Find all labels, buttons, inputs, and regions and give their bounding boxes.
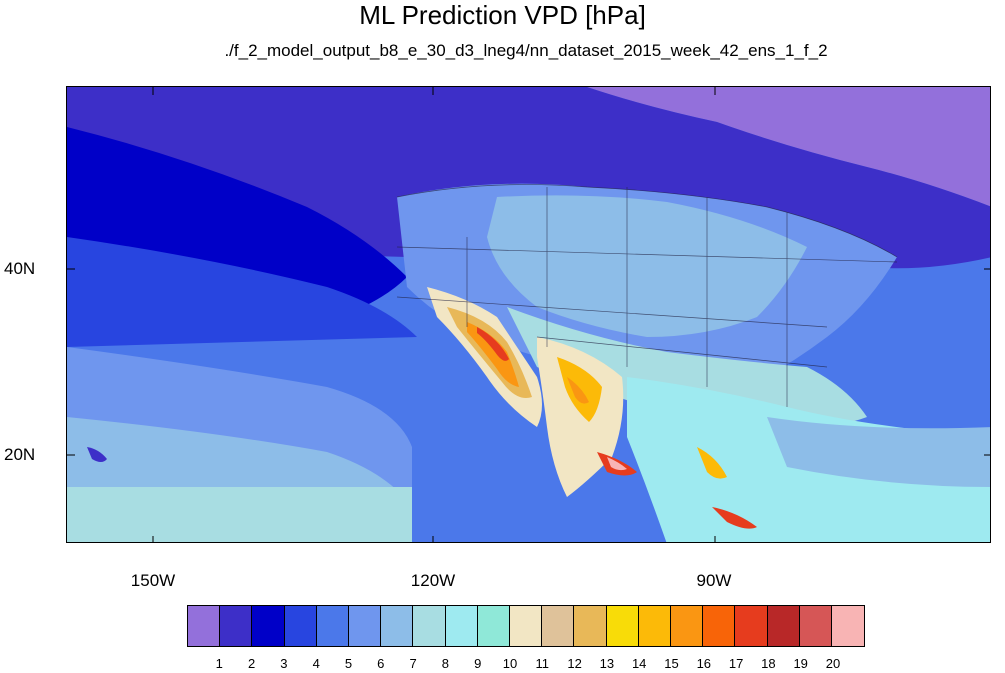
colorbar-tick-label: 2	[247, 656, 256, 671]
colorbar-tick-label: 16	[696, 656, 712, 671]
colorbar-tick-label: 9	[474, 656, 482, 671]
colorbar-swatch	[832, 606, 865, 646]
colorbar-swatch	[381, 606, 414, 646]
colorbar-tick-label: 15	[664, 656, 679, 671]
colorbar-swatch	[638, 606, 672, 646]
colorbar-tick-label: 6	[377, 656, 385, 671]
colorbar-swatch	[703, 606, 736, 646]
lat-label-40n: 40N	[4, 259, 36, 278]
colorbar-tick-label: 12	[567, 656, 582, 671]
colorbar-swatch	[767, 606, 800, 646]
colorbar-swatch	[477, 606, 511, 646]
colorbar-tick-label: 19	[793, 656, 808, 671]
colorbar-swatch	[349, 606, 382, 646]
colorbar	[187, 605, 866, 647]
lon-label-90w: 90W	[696, 571, 732, 590]
colorbar-swatch	[735, 606, 768, 646]
lat-label-20n: 20N	[4, 445, 36, 464]
lon-label-150w: 150W	[130, 571, 176, 590]
colorbar-tick-label: 8	[441, 656, 449, 671]
colorbar-tick-label: 3	[280, 656, 288, 671]
colorbar-swatch	[252, 606, 285, 646]
colorbar-swatch	[284, 606, 317, 646]
map-title: ML Prediction VPD [hPa]	[359, 0, 646, 30]
colorbar-swatch	[413, 606, 446, 646]
vpd-field	[67, 87, 990, 542]
colorbar-swatch	[220, 606, 253, 646]
colorbar-tick-label: 18	[761, 656, 776, 671]
colorbar-swatch	[574, 606, 607, 646]
vpd-map	[66, 86, 991, 543]
colorbar-swatch	[445, 606, 478, 646]
colorbar-labels: 1 2 3 4 5 6 7 8 9 10 11 12 13 14 15 16 17 18 19 20	[0, 657, 1005, 673]
colorbar-tick-label: 5	[344, 656, 353, 671]
colorbar-tick-label: 10	[502, 656, 518, 671]
lon-label-120w: 120W	[410, 571, 456, 590]
colorbar-tick-label: 1	[215, 656, 223, 671]
map-subtitle: ./f_2_model_output_b8_e_30_d3_lneg4/nn_d…	[224, 41, 828, 60]
colorbar-swatch	[188, 606, 221, 646]
colorbar-tick-label: 20	[825, 656, 841, 671]
colorbar-tick-label: 11	[535, 656, 550, 671]
colorbar-swatch	[671, 606, 704, 646]
colorbar-tick-label: 4	[312, 656, 320, 671]
colorbar-swatch	[510, 606, 543, 646]
colorbar-swatch	[606, 606, 639, 646]
colorbar-tick-label: 17	[728, 656, 744, 671]
colorbar-swatch	[799, 606, 833, 646]
colorbar-swatch	[316, 606, 350, 646]
colorbar-swatch	[542, 606, 575, 646]
colorbar-tick-label: 13	[599, 656, 615, 671]
colorbar-tick-label: 14	[631, 656, 647, 671]
colorbar-tick-label: 7	[409, 656, 417, 671]
